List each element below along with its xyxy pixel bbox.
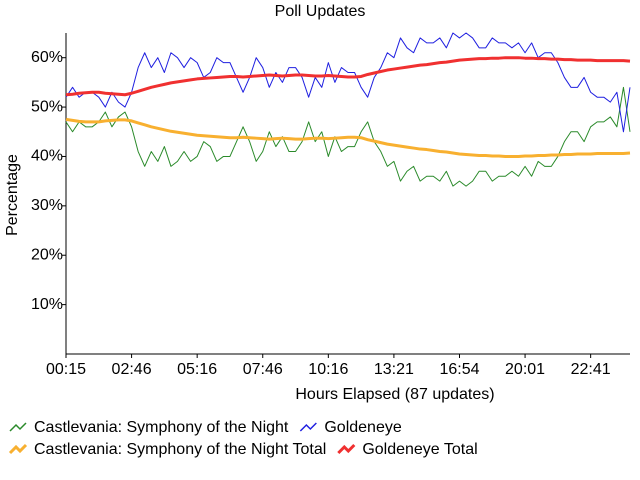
x-tick-label: 05:16	[177, 361, 217, 378]
series-line	[65, 117, 631, 158]
legend-label: Goldeneye Total	[362, 441, 477, 458]
x-tick-label: 07:46	[243, 361, 283, 378]
legend-label: Castlevania: Symphony of the Night	[34, 419, 289, 436]
legend-swatch	[337, 443, 356, 455]
series-line	[65, 56, 631, 97]
y-tick-label: 40%	[31, 148, 63, 165]
series-line	[65, 32, 631, 133]
x-tick-label: 02:46	[112, 361, 152, 378]
chart-title: Poll Updates	[275, 3, 366, 20]
x-tick-label: 22:41	[571, 361, 611, 378]
x-tick-label: 16:54	[439, 361, 479, 378]
y-tick-label: 60%	[31, 49, 63, 66]
x-tick-label: 10:16	[308, 361, 348, 378]
y-tick-label: 20%	[31, 246, 63, 263]
legend-swatch	[8, 443, 28, 455]
x-tick-label: 00:15	[46, 361, 86, 378]
x-tick-label: 20:01	[505, 361, 545, 378]
x-axis-label: Hours Elapsed (87 updates)	[295, 386, 494, 403]
series-line	[65, 86, 631, 187]
legend-label: Castlevania: Symphony of the Night Total	[34, 441, 326, 458]
y-tick-label: 10%	[31, 296, 63, 313]
y-axis-label: Percentage	[4, 154, 21, 236]
y-tick-label: 30%	[31, 197, 63, 214]
legend-swatch	[299, 422, 317, 432]
y-tick-label: 50%	[31, 98, 63, 115]
legend-label: Goldeneye	[324, 419, 401, 436]
legend-swatch	[9, 422, 27, 432]
x-tick-label: 13:21	[374, 361, 414, 378]
